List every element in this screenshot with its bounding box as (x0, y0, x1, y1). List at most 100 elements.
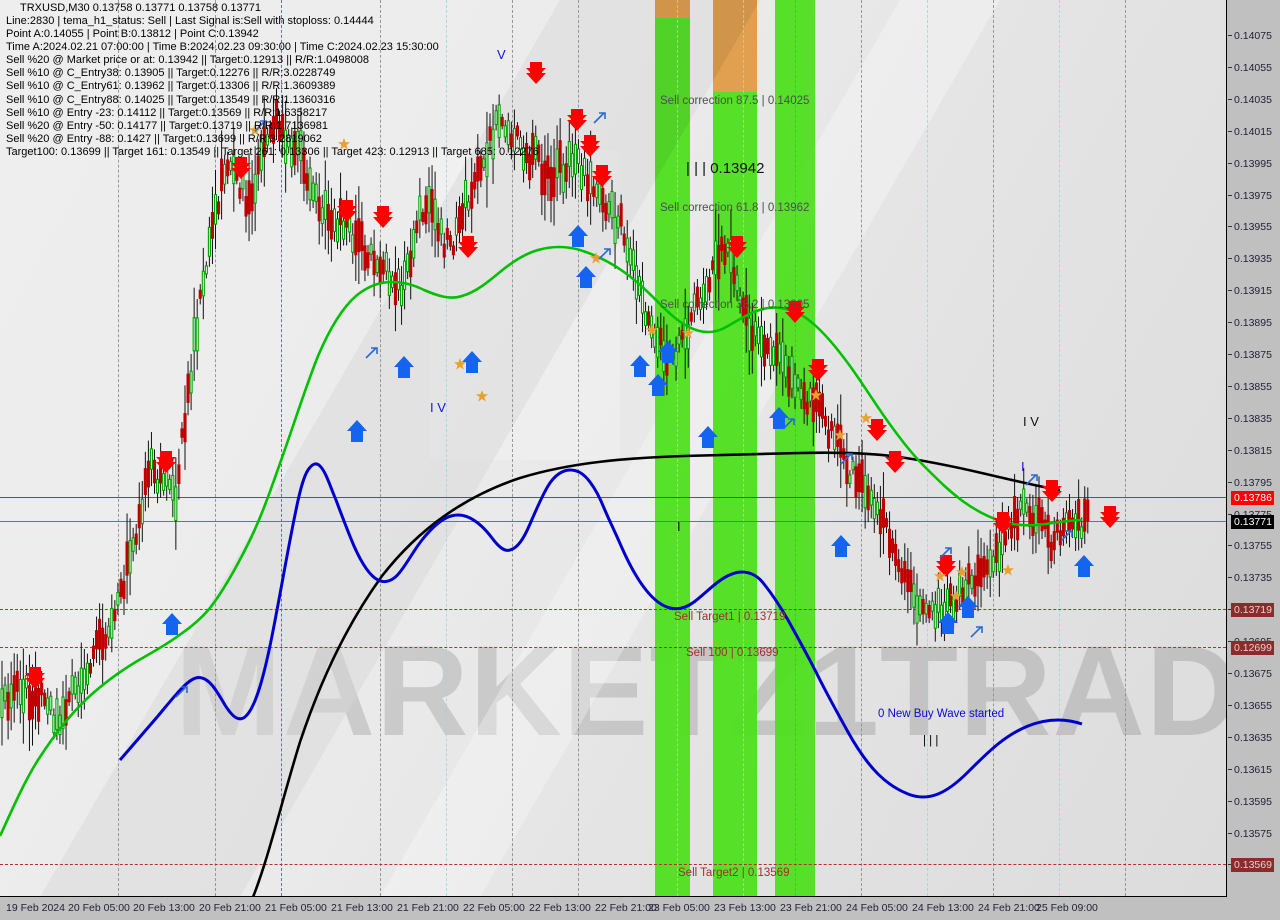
price-tick-label: 0.13855 (1234, 380, 1272, 393)
candle-body (555, 148, 559, 179)
candle-body (1046, 514, 1050, 548)
time-tick-label: 24 Feb 21:00 (978, 902, 1040, 914)
candle-body (476, 156, 480, 182)
candle-body (226, 159, 230, 177)
candle-body (689, 312, 693, 322)
candle-body (512, 128, 516, 152)
price-axis[interactable]: 0.14075 0.14055 0.14035 0.14015 0.13995 0.139… (1228, 0, 1280, 897)
time-tick-label: 22 Feb 05:00 (463, 902, 525, 914)
candle-body (137, 504, 141, 529)
chart-plot-area[interactable]: MARKETZ1TRADE (0, 0, 1227, 897)
candle-body (909, 569, 913, 592)
vgrid-cyan (743, 0, 744, 896)
candle-body (866, 485, 870, 511)
candle-body (284, 129, 288, 164)
wave-marker-3: I V (1023, 414, 1039, 429)
candle-body (640, 280, 645, 314)
candle-body (85, 662, 89, 686)
price-series-canvas (0, 88, 1090, 896)
price-tick-mark (1228, 66, 1232, 68)
candle-body (305, 173, 309, 191)
candle-body (851, 460, 855, 471)
candle-body (491, 128, 495, 160)
price-tick-label: 0.14035 (1234, 93, 1272, 106)
price-tick-mark (1228, 98, 1232, 100)
candle-body (479, 156, 483, 181)
sell-arrow-icon (25, 667, 45, 689)
candle-body (930, 600, 934, 612)
candle-body (897, 559, 901, 573)
candle-body (531, 132, 535, 165)
candle-body (595, 183, 599, 199)
price-marker-3[interactable]: 0.12699 (1231, 641, 1274, 655)
candle-body (528, 154, 532, 181)
price-marker-2[interactable]: 0.13719 (1231, 603, 1274, 617)
candle-body (168, 478, 172, 490)
candle-body (91, 645, 96, 659)
buy-arrow-icon (576, 266, 596, 288)
candle-body (509, 133, 513, 148)
chart-annotation-0: Sell correction 87.5 | 0.14025 (660, 95, 810, 107)
vgrid (795, 0, 796, 896)
candle-body (21, 678, 25, 714)
candle-body (204, 265, 208, 275)
candle-body (729, 239, 733, 274)
time-axis[interactable]: 19 Feb 2024 20 Feb 05:00 20 Feb 13:00 20 Fe… (0, 898, 1227, 920)
trend-arrow-icon (598, 248, 611, 260)
price-tick-label: 0.13575 (1234, 827, 1272, 840)
price-marker-4[interactable]: 0.13569 (1231, 858, 1274, 872)
price-marker-0[interactable]: 0.13786 (1231, 491, 1274, 505)
price-tick-mark (1228, 641, 1232, 643)
candle-body (335, 218, 340, 243)
candle-body (994, 533, 998, 563)
candle-body (543, 160, 547, 196)
fast-ma-blue-path (118, 462, 1083, 799)
candle-body (27, 685, 32, 721)
vgrid (118, 0, 119, 896)
candle-body (796, 377, 800, 389)
price-tick-mark (1228, 800, 1232, 802)
candle-body (643, 311, 648, 326)
candle-body (76, 685, 80, 704)
trend-arrow-icon (970, 626, 983, 638)
candle-body (622, 233, 626, 246)
candle-body (805, 401, 809, 415)
price-tick-mark (1228, 162, 1232, 164)
sell-arrow-icon (1042, 480, 1062, 502)
candle-body (73, 676, 77, 695)
candle-body (287, 134, 291, 148)
price-tick-label: 0.13635 (1234, 731, 1272, 744)
candle-body (174, 486, 178, 522)
candle-body (485, 142, 489, 178)
price-tick-mark (1228, 322, 1232, 324)
candle-body (1080, 526, 1084, 539)
candle-body (436, 223, 440, 242)
slow-ma-green-path (0, 245, 1083, 837)
candle-body (134, 533, 138, 545)
candle-body (976, 554, 980, 587)
chart-annotation-3: Sell correction 38.2 | 0.13905 (660, 299, 810, 311)
candle-body (579, 165, 584, 191)
candle-body (1061, 517, 1065, 537)
candle-body (1025, 502, 1029, 513)
price-tick-mark (1228, 545, 1232, 547)
candle-body (152, 459, 157, 484)
candle-body (817, 391, 821, 417)
price-tick-mark (1228, 449, 1232, 451)
chart-annotation-6: 0 New Buy Wave started (878, 708, 1005, 720)
star-icon (476, 390, 488, 402)
sell-arrow-icon (1100, 506, 1120, 528)
candle-body (357, 218, 361, 253)
candle-body (360, 221, 364, 252)
candle-body (918, 595, 922, 616)
candle-body (281, 113, 285, 139)
candle-body (488, 126, 492, 141)
candle-body (924, 602, 928, 615)
candle-body (701, 283, 706, 309)
candle-body (1058, 530, 1062, 546)
price-marker-1[interactable]: 0.13771 (1231, 515, 1274, 529)
candle-body (775, 332, 779, 366)
price-tick-label: 0.13815 (1234, 444, 1272, 457)
price-tick-mark (1228, 226, 1232, 228)
vgrid (578, 0, 579, 896)
